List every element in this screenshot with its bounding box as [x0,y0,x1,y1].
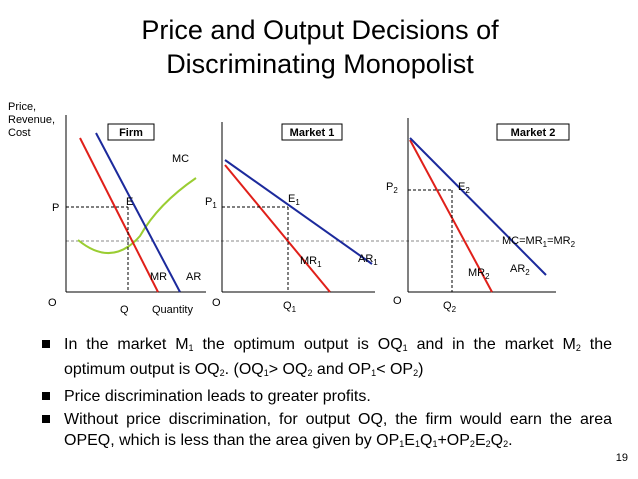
firm-mr-label: MR [150,271,167,283]
market2-q-label: Q2 [443,300,457,314]
market1-q-sub: 1 [292,305,297,314]
firm-ar-label: AR [186,271,201,283]
market2-mc-eq-mid: =MR [547,235,571,247]
firm-origin-label: O [48,297,57,309]
market1-e-label: E1 [288,193,300,207]
market1-panel-label: Market 1 [290,127,335,139]
market1-mr-sub: 1 [317,260,322,269]
firm-ar-curve [95,132,181,293]
market2-mr-sub: 2 [485,272,490,281]
firm-mc-label: MC [172,153,189,165]
market2-mr-label: MR2 [468,267,490,281]
firm-p-label: P [52,202,59,214]
market2-e-label: E2 [458,181,470,195]
market1-panel-box [281,123,343,141]
title-line-2: Discriminating Monopolist [166,49,474,79]
market2-ar-label: AR2 [510,263,530,277]
market2-ar-sub: 2 [525,268,530,277]
bullet-square-icon [42,340,50,348]
firm-mc-curve [77,177,197,255]
bullet-square-icon [42,392,50,400]
bullet-list: In the market M1 the optimum output is O… [40,334,612,457]
market2-origin-label: O [393,295,402,307]
market1-e-sub: 1 [295,198,300,207]
market1-mr-curve [224,164,331,293]
firm-q-label: Q [120,304,129,316]
market1-p-sub: 1 [212,201,217,210]
market2-panel-box [496,123,570,141]
page-number: 19 [615,452,628,464]
market1-ar-curve [224,159,373,265]
market1-mr-label: MR1 [300,255,322,269]
firm-ylabel-1: Price, [8,101,36,113]
market2-p-sub: 2 [393,186,398,195]
bullet-2: Price discrimination leads to greater pr… [40,386,612,407]
market1-p-label: P1 [205,196,217,210]
firm-mr-curve [79,137,159,293]
market1-ar-label: AR1 [358,253,378,267]
firm-quantity-label: Quantity [152,304,193,316]
firm-ylabel-2: Revenue, [8,114,55,126]
market1-q-label: Q1 [283,300,297,314]
firm-e-label: E [126,196,133,208]
market2-e-sub: 2 [465,186,470,195]
bullet-square-icon [42,415,50,423]
title-line-1: Price and Output Decisions of [141,15,499,45]
market2-q-sub: 2 [452,305,457,314]
market1-ar-sub: 1 [373,258,378,267]
market2-mr-curve [409,139,493,293]
bullet-1: In the market M1 the optimum output is O… [40,334,612,384]
firm-panel-label: Firm [119,127,143,139]
firm-panel-box [107,123,155,141]
market2-panel-label: Market 2 [511,127,556,139]
market2-mc-eq-label: MC=MR1=MR2 [502,235,576,249]
market2-ar-curve [409,137,547,276]
bullet-3: Without price discrimination, for output… [40,409,612,455]
market2-p-label: P2 [386,181,398,195]
market2-mc-eq-sub1: 1 [543,240,548,249]
market2-mc-eq-sub2: 2 [571,240,576,249]
firm-ylabel-3: Cost [8,127,31,139]
market1-origin-label: O [212,297,221,309]
